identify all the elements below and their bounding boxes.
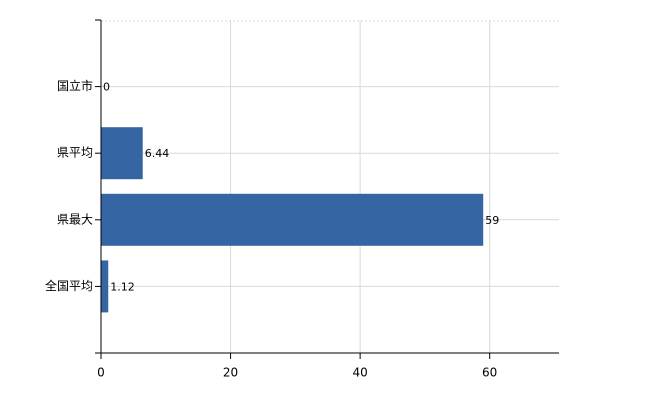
y-tick-label: 全国平均	[45, 278, 93, 293]
y-tick-label: 県最大	[57, 212, 93, 226]
data-label: 59	[485, 214, 499, 227]
data-label: 1.12	[110, 280, 135, 293]
x-tick-label: 0	[97, 366, 105, 380]
bar	[101, 260, 109, 313]
data-label: 6.44	[145, 147, 170, 160]
x-tick-label: 40	[352, 366, 367, 380]
bar	[101, 193, 484, 246]
data-label: 0	[103, 81, 110, 94]
bar	[101, 127, 143, 180]
y-tick-label: 国立市	[57, 78, 93, 93]
y-tick-label: 県平均	[57, 146, 93, 160]
x-tick-label: 60	[482, 366, 497, 380]
x-tick-label: 20	[223, 366, 238, 380]
